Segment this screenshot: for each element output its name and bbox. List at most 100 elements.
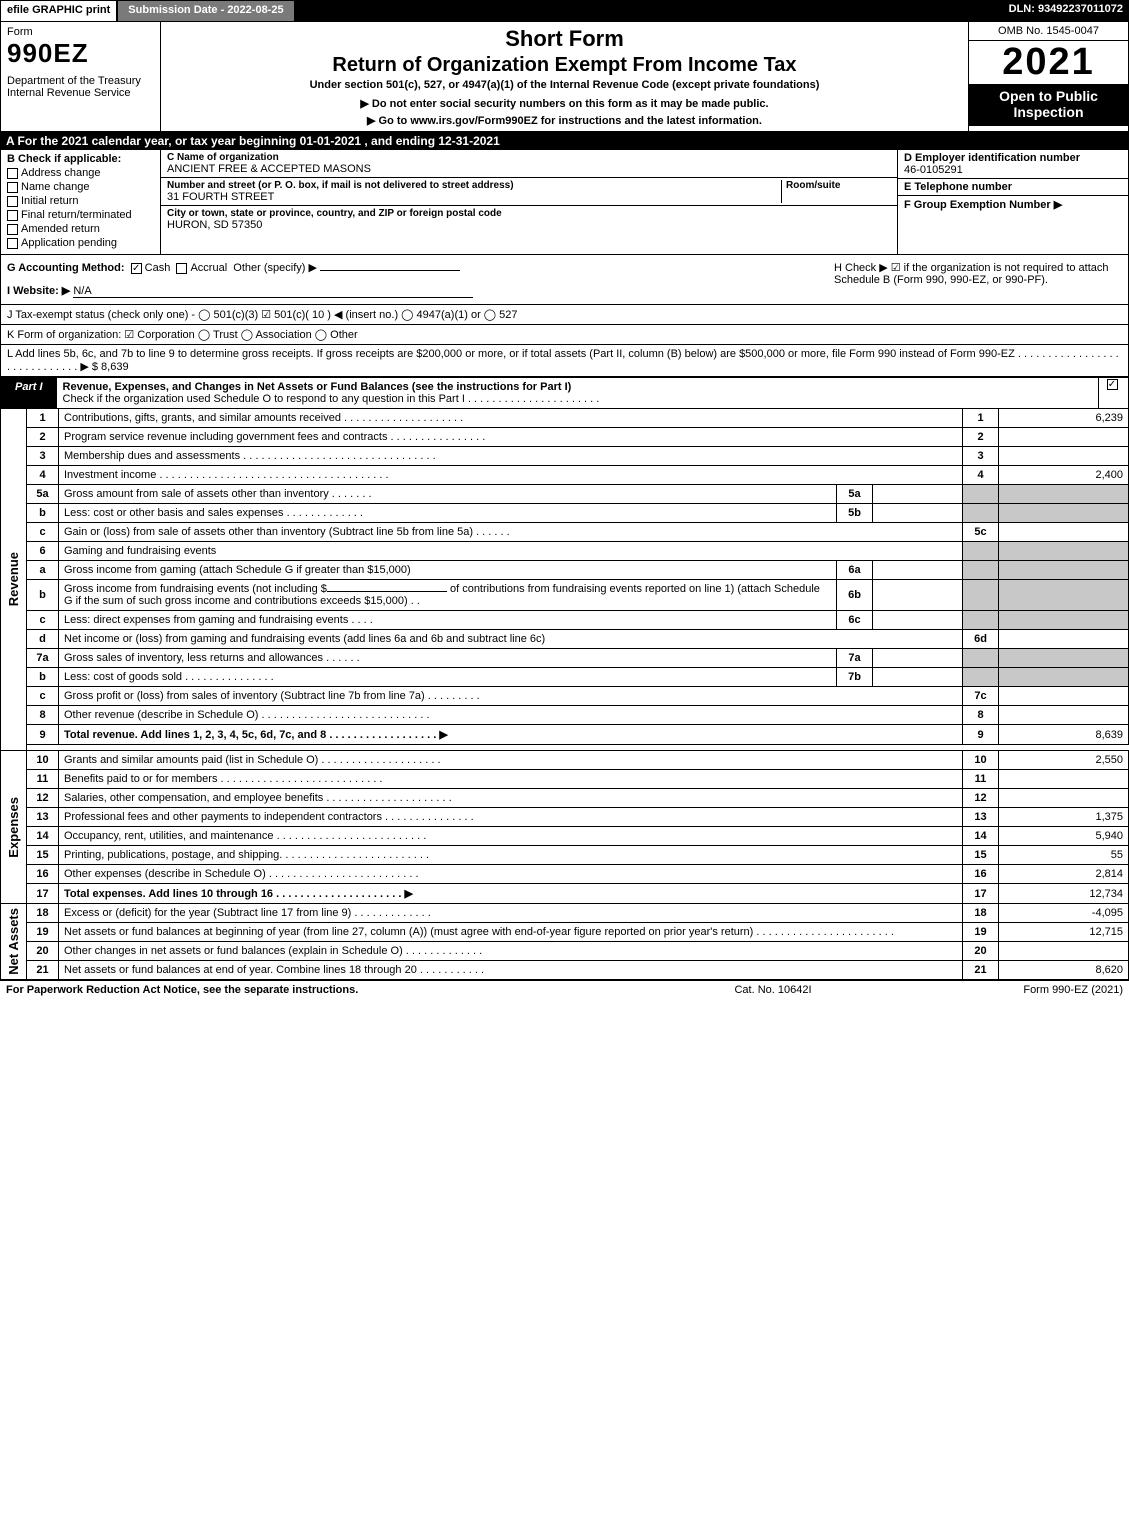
row-gh: G Accounting Method: Cash Accrual Other … [0, 255, 1129, 305]
form-label: Form [7, 26, 154, 38]
line-6: 6Gaming and fundraising events [1, 542, 1129, 561]
page-footer: For Paperwork Reduction Act Notice, see … [0, 980, 1129, 999]
line-6c: cLess: direct expenses from gaming and f… [1, 611, 1129, 630]
chk-initial-return[interactable]: Initial return [7, 195, 154, 207]
line-12: 12Salaries, other compensation, and empl… [1, 789, 1129, 808]
ein-cell: D Employer identification number 46-0105… [898, 150, 1128, 179]
short-form-label: Short Form [169, 26, 960, 52]
line-6d: dNet income or (loss) from gaming and fu… [1, 630, 1129, 649]
line-2: 2Program service revenue including gover… [1, 428, 1129, 447]
line-8: 8Other revenue (describe in Schedule O) … [1, 706, 1129, 725]
chk-accrual[interactable] [176, 263, 187, 274]
part-i-sub: Check if the organization used Schedule … [63, 393, 600, 405]
row-j-tax-exempt: J Tax-exempt status (check only one) - ◯… [0, 305, 1129, 325]
line-13: 13Professional fees and other payments t… [1, 808, 1129, 827]
line-5b: bLess: cost or other basis and sales exp… [1, 504, 1129, 523]
chk-amended-return[interactable]: Amended return [7, 223, 154, 235]
expenses-side-label: Expenses [1, 751, 27, 904]
form-ref: Form 990-EZ (2021) [923, 984, 1123, 996]
col-c-org-info: C Name of organization ANCIENT FREE & AC… [161, 150, 898, 254]
line-5c: cGain or (loss) from sale of assets othe… [1, 523, 1129, 542]
city-cell: City or town, state or province, country… [161, 206, 897, 254]
line-3: 3Membership dues and assessments . . . .… [1, 447, 1129, 466]
submission-date: Submission Date - 2022-08-25 [117, 0, 294, 22]
ein-label: D Employer identification number [904, 152, 1122, 164]
tax-year: 2021 [969, 41, 1128, 84]
line-9: 9Total revenue. Add lines 1, 2, 3, 4, 5c… [1, 725, 1129, 745]
line-7a: 7aGross sales of inventory, less returns… [1, 649, 1129, 668]
line-19: 19Net assets or fund balances at beginni… [1, 923, 1129, 942]
group-exemption-cell: F Group Exemption Number ▶ [898, 196, 1128, 254]
line-5a: 5aGross amount from sale of assets other… [1, 485, 1129, 504]
accounting-method: G Accounting Method: Cash Accrual Other … [1, 255, 828, 304]
row-l-gross-receipts: L Add lines 5b, 6c, and 7b to line 9 to … [0, 345, 1129, 377]
line-21: 21Net assets or fund balances at end of … [1, 961, 1129, 980]
org-name-label: C Name of organization [167, 152, 891, 163]
section-bcdef: B Check if applicable: Address change Na… [0, 150, 1129, 255]
line-16: 16Other expenses (describe in Schedule O… [1, 865, 1129, 884]
efile-label[interactable]: efile GRAPHIC print [0, 0, 117, 22]
line-7b: bLess: cost of goods sold . . . . . . . … [1, 668, 1129, 687]
g-label: G Accounting Method: [7, 262, 125, 274]
chk-final-return[interactable]: Final return/terminated [7, 209, 154, 221]
schedule-b-check: H Check ▶ ☑ if the organization is not r… [828, 255, 1128, 304]
line-18: Net Assets 18Excess or (deficit) for the… [1, 904, 1129, 923]
form-header: Form 990EZ Department of the Treasury In… [0, 22, 1129, 132]
line-15: 15Printing, publications, postage, and s… [1, 846, 1129, 865]
line-6b: b Gross income from fundraising events (… [1, 580, 1129, 611]
chk-application-pending[interactable]: Application pending [7, 237, 154, 249]
row-a-tax-year: A For the 2021 calendar year, or tax yea… [0, 132, 1129, 150]
part-i-table: Revenue 1 Contributions, gifts, grants, … [0, 408, 1129, 980]
part-i-schedule-o-check[interactable] [1098, 378, 1128, 408]
omb-number: OMB No. 1545-0047 [969, 22, 1128, 41]
part-i-header: Part I Revenue, Expenses, and Changes in… [0, 377, 1129, 408]
group-exemption-label: F Group Exemption Number ▶ [904, 199, 1062, 211]
col-b-header: B Check if applicable: [7, 153, 154, 165]
part-i-tab: Part I [1, 378, 57, 408]
form-meta-block: OMB No. 1545-0047 2021 Open to Public In… [968, 22, 1128, 131]
line-6a: aGross income from gaming (attach Schedu… [1, 561, 1129, 580]
line-10: Expenses 10Grants and similar amounts pa… [1, 751, 1129, 770]
line-14: 14Occupancy, rent, utilities, and mainte… [1, 827, 1129, 846]
line-11: 11Benefits paid to or for members . . . … [1, 770, 1129, 789]
revenue-side-label: Revenue [1, 409, 27, 751]
row-l-text: L Add lines 5b, 6c, and 7b to line 9 to … [7, 348, 1119, 373]
line-4: 4Investment income . . . . . . . . . . .… [1, 466, 1129, 485]
col-b-checkboxes: B Check if applicable: Address change Na… [1, 150, 161, 254]
website-value: N/A [73, 285, 473, 298]
ein-value: 46-0105291 [904, 164, 1122, 176]
org-name-cell: C Name of organization ANCIENT FREE & AC… [161, 150, 897, 178]
address-cell: Number and street (or P. O. box, if mail… [161, 178, 897, 206]
phone-label: E Telephone number [904, 181, 1122, 193]
spacer [295, 0, 1003, 22]
ssn-warning: ▶ Do not enter social security numbers o… [169, 97, 960, 110]
i-label: I Website: ▶ [7, 285, 70, 297]
line-20: 20Other changes in net assets or fund ba… [1, 942, 1129, 961]
row-k-org-form: K Form of organization: ☑ Corporation ◯ … [0, 325, 1129, 345]
catalog-number: Cat. No. 10642I [623, 984, 923, 996]
phone-cell: E Telephone number [898, 179, 1128, 196]
department-label: Department of the Treasury Internal Reve… [7, 75, 154, 99]
line-17: 17Total expenses. Add lines 10 through 1… [1, 884, 1129, 904]
other-specify-input[interactable] [320, 270, 460, 271]
col-def: D Employer identification number 46-0105… [898, 150, 1128, 254]
line-7c: cGross profit or (loss) from sales of in… [1, 687, 1129, 706]
chk-cash[interactable] [131, 263, 142, 274]
line-1: Revenue 1 Contributions, gifts, grants, … [1, 409, 1129, 428]
top-bar: efile GRAPHIC print Submission Date - 20… [0, 0, 1129, 22]
instructions-link[interactable]: ▶ Go to www.irs.gov/Form990EZ for instru… [169, 114, 960, 127]
form-title-block: Short Form Return of Organization Exempt… [161, 22, 968, 131]
address-value: 31 FOURTH STREET [167, 191, 781, 203]
form-id-block: Form 990EZ Department of the Treasury In… [1, 22, 161, 131]
form-subtitle: Under section 501(c), 527, or 4947(a)(1)… [169, 79, 960, 91]
org-name-value: ANCIENT FREE & ACCEPTED MASONS [167, 163, 891, 175]
form-title: Return of Organization Exempt From Incom… [169, 54, 960, 77]
paperwork-notice: For Paperwork Reduction Act Notice, see … [6, 984, 623, 996]
netassets-side-label: Net Assets [1, 904, 27, 980]
chk-address-change[interactable]: Address change [7, 167, 154, 179]
address-label: Number and street (or P. O. box, if mail… [167, 180, 781, 191]
public-inspection: Open to Public Inspection [969, 84, 1128, 126]
row-l-amount: 8,639 [101, 361, 129, 373]
chk-name-change[interactable]: Name change [7, 181, 154, 193]
city-label: City or town, state or province, country… [167, 208, 891, 219]
